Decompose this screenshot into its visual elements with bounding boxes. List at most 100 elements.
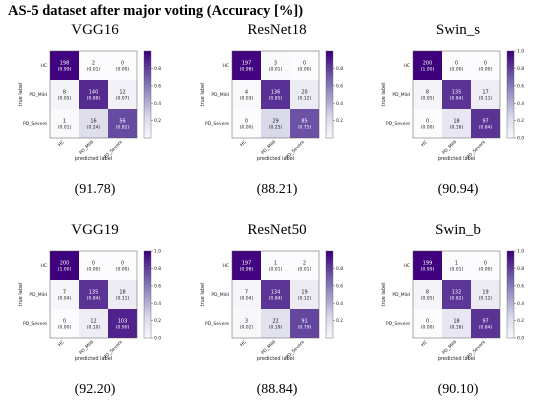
colorbar-band: [507, 335, 514, 339]
x-tick-label: HC: [57, 339, 66, 348]
confusion-matrix-resnet50: 197(0.98)1(0.01)2(0.01)7(0.04)134(0.84)1…: [200, 250, 343, 362]
colorbar-band: [144, 279, 151, 282]
cell-fraction-label: (0.79): [298, 325, 312, 331]
colorbar-band: [326, 285, 333, 289]
colorbar-band: [326, 70, 333, 74]
colorbar-band: [326, 316, 333, 319]
colorbar-band: [507, 272, 514, 276]
cell-count-label: 17: [482, 90, 488, 96]
cell-fraction-label: (0.85): [269, 96, 283, 102]
colorbar-frame: [506, 50, 515, 139]
y-axis-label: true label: [381, 83, 387, 107]
colorbar-band: [507, 327, 514, 330]
colorbar-band: [507, 116, 514, 119]
colorbar-band: [144, 70, 151, 74]
y-tick-label: HC: [40, 263, 47, 269]
colorbar-band: [144, 118, 151, 121]
colorbar-band: [144, 251, 151, 254]
matrix-cell: [232, 80, 261, 109]
colorbar-band: [144, 283, 151, 287]
colorbar-tick-label: 1.0: [154, 249, 161, 255]
cell-count-label: 134: [271, 290, 281, 296]
colorbar-band: [144, 74, 151, 78]
panel-accuracy: (92.20): [74, 382, 116, 397]
cell-fraction-label: (0.00): [421, 325, 435, 331]
colorbar-band: [326, 116, 333, 119]
colorbar-band: [144, 329, 151, 332]
colorbar-band: [144, 287, 151, 291]
y-tick-label: HC: [222, 63, 229, 69]
cell-fraction-label: (0.98): [240, 67, 254, 73]
colorbar-band: [326, 72, 333, 76]
matrix-cell: [413, 51, 442, 80]
colorbar-band: [144, 281, 151, 285]
colorbar-band: [507, 96, 514, 100]
colorbar-band: [507, 257, 514, 261]
matrix-cell: [290, 109, 319, 138]
colorbar-band: [507, 94, 514, 98]
colorbar-band: [326, 311, 333, 315]
cell-count-label: 7: [245, 290, 248, 296]
colorbar-tick-label: 1.0: [517, 49, 524, 55]
panel-accuracy: (91.78): [74, 182, 116, 197]
matrix-cell: [261, 109, 290, 138]
cell-count-label: 198: [60, 61, 70, 67]
colorbar-band: [144, 127, 151, 130]
cell-fraction-label: (0.00): [116, 267, 130, 273]
colorbar-band: [326, 318, 333, 321]
colorbar-band: [144, 98, 151, 102]
colorbar-band: [507, 281, 514, 285]
colorbar-tick-label: 0.6: [517, 83, 524, 89]
panel-accuracy: (88.84): [256, 382, 298, 397]
panel-accuracy: (88.21): [256, 182, 298, 197]
cell-fraction-label: (0.00): [87, 267, 101, 273]
colorbar-band: [326, 66, 333, 69]
matrix-cell: [413, 80, 442, 109]
colorbar-tick-label: 0.0: [517, 336, 524, 342]
cell-count-label: 0: [63, 319, 66, 325]
colorbar-band: [507, 61, 514, 65]
cell-fraction-label: (1.00): [421, 67, 435, 73]
colorbar-band: [144, 266, 151, 269]
colorbar-band: [507, 109, 514, 113]
colorbar-band: [507, 74, 514, 78]
colorbar-band: [507, 309, 514, 313]
cell-fraction-label: (0.84): [87, 296, 101, 302]
colorbar-band: [326, 74, 333, 78]
cell-fraction-label: (0.01): [450, 267, 464, 273]
colorbar-band: [144, 292, 151, 295]
cell-count-label: 18: [453, 319, 459, 325]
cell-count-label: 0: [484, 261, 487, 267]
matrix-cell: [471, 80, 500, 109]
matrix-cell: [79, 51, 108, 80]
colorbar-band: [326, 255, 333, 258]
colorbar-band: [507, 283, 514, 287]
matrix-cell: [50, 251, 79, 280]
matrix-cell: [79, 309, 108, 338]
matrix-cell: [232, 280, 261, 309]
matrix-cell: [50, 280, 79, 309]
colorbar-tick-label: 0.6: [336, 83, 343, 89]
matrix-cell: [471, 280, 500, 309]
cell-fraction-label: (0.00): [116, 67, 130, 73]
cell-count-label: 0: [121, 261, 124, 267]
x-tick-label: HC: [57, 139, 66, 148]
colorbar-band: [507, 316, 514, 319]
colorbar-band: [144, 301, 151, 304]
cell-count-label: 19: [482, 290, 488, 296]
confusion-matrix-vgg19: 200(1.00)0(0.00)0(0.00)7(0.04)135(0.84)1…: [18, 249, 161, 362]
colorbar-band: [326, 131, 333, 135]
cell-fraction-label: (0.05): [421, 296, 435, 302]
x-tick-label: PD_Mild: [441, 139, 458, 156]
colorbar-band: [326, 314, 333, 317]
colorbar-band: [144, 94, 151, 98]
cell-fraction-label: (0.10): [87, 325, 101, 331]
colorbar-band: [144, 53, 151, 56]
matrix-frame: [49, 50, 138, 139]
matrix-cell: [108, 109, 137, 138]
colorbar-band: [144, 79, 151, 82]
panel-title: Swin_s: [435, 22, 481, 38]
cell-count-label: 18: [119, 290, 125, 296]
colorbar-band: [326, 64, 333, 67]
panel-title: VGG16: [71, 22, 119, 38]
